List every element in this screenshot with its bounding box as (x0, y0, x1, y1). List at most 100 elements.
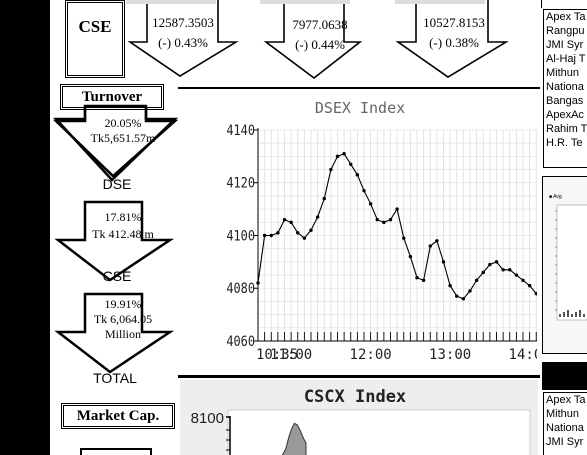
dsex-point (421, 278, 426, 283)
top-list-item: H.R. Te (546, 137, 583, 149)
y-tick-label: 4080 (226, 281, 255, 297)
dsex-point (368, 202, 373, 206)
dsex-point (388, 217, 393, 222)
top-list-item: Apex Ta (546, 11, 586, 23)
cscx-ytick-8100: 8100 (191, 410, 224, 427)
cscx-plot-area (227, 409, 531, 455)
index-change-1: (-) 0.43% (158, 35, 208, 50)
y-tick-label: 4100 (226, 229, 255, 245)
dsex-point (488, 262, 492, 267)
x-tick-label: 11:00 (270, 347, 312, 363)
right-black-bar (542, 362, 587, 390)
turnover-total-extra: Million (104, 327, 141, 341)
top-list-item: JMI Syr (546, 39, 584, 51)
index-value-1: 12587.3503 (152, 15, 214, 30)
cscx-area (281, 422, 307, 455)
x-tick-label: 10:35 (256, 347, 298, 363)
cse-logo-box: CSE (65, 0, 125, 78)
mini-bar (579, 310, 581, 317)
dsex-point (441, 260, 446, 264)
x-tick-label: 14:00 (509, 347, 537, 363)
turnover-total-amount: Tk 6,064.05 (93, 312, 153, 326)
turnover-cse-pct: 17.81% (104, 210, 142, 224)
turnover-dse-amount: Tk5,651.57m (90, 131, 156, 145)
top-tab-1 (126, 0, 216, 4)
dsex-point (494, 260, 499, 264)
bottom-list-item: JMI Syr (546, 436, 584, 448)
index-change-3: (-) 0.38% (429, 35, 479, 50)
dsex-point (302, 236, 307, 240)
dsex-point (335, 154, 340, 159)
turnover-dse-pct: 20.05% (104, 116, 142, 130)
dsex-point (382, 220, 386, 225)
top-list-item: Nationa (546, 81, 584, 93)
dsex-point (269, 233, 273, 238)
index-arrow-2: 7977.0638 (-) 0.44% (283, 15, 357, 55)
mini-chart-panel: ■ Avg (542, 176, 587, 354)
x-tick-label: 14:35 (536, 347, 537, 363)
index-arrow-3: 10527.8153 (-) 0.38% (416, 13, 492, 53)
top-gainers-list: Apex Ta Rangpu JMI Syr Al-Haj T Mithun Nation… (543, 9, 587, 168)
cscx-chart: CSCX Index 8100 (191, 387, 531, 455)
index-value-3: 10527.8153 (423, 15, 485, 30)
top-list-item: Bangas (546, 95, 584, 107)
top-arrows-graphic (127, 0, 509, 80)
dsex-point (296, 231, 300, 235)
top-list-item: Rahim T (546, 123, 587, 135)
dsex-chart: DSEX Index 4140 4120 4100 4080 406010:3511:0… (226, 99, 537, 363)
dsex-point (508, 268, 512, 272)
dsex-point (256, 281, 260, 285)
dsex-point (309, 228, 313, 232)
turnover-cse: 17.81% Tk 412.48 m (86, 209, 160, 243)
mini-plot-area (556, 204, 587, 321)
dsex-point (501, 268, 505, 272)
cse-logo-label: CSE (78, 17, 112, 36)
mini-chart-legend: ■ Avg (549, 194, 562, 200)
market-cap-box (80, 448, 152, 455)
right-list-top-frame (541, 0, 587, 8)
mini-bar (559, 314, 561, 317)
dsex-point (349, 162, 353, 166)
chart-divider (178, 375, 540, 378)
index-arrow-1: 12587.3503 (-) 0.43% (145, 13, 221, 53)
dsex-point (474, 278, 479, 283)
dsex-point (468, 289, 472, 293)
section-divider (178, 87, 540, 89)
y-tick-label: 4140 (226, 123, 255, 139)
dsex-point (375, 217, 379, 222)
x-tick-label: 12:00 (350, 347, 392, 363)
dsex-point (315, 215, 320, 219)
bottom-list: Apex Ta Mithun Nationa JMI Syr (543, 392, 587, 455)
dsex-point (282, 217, 287, 222)
mini-bar (583, 314, 585, 317)
dsex-point (428, 244, 432, 248)
dsex-point (527, 283, 532, 288)
y-tick-label: 4060 (226, 334, 255, 350)
turnover-total: 19.91% Tk 6,064.05 Million (86, 297, 160, 342)
cscx-chart-title: CSCX Index (304, 387, 406, 407)
turnover-total-label: TOTAL (93, 370, 137, 386)
top-list-item: Al-Haj T (546, 53, 586, 65)
mini-bar (563, 312, 565, 317)
turnover-dse-label: DSE (102, 176, 132, 192)
market-cap-title: Market Cap. (61, 403, 175, 429)
turnover-arrows-outline (52, 104, 179, 374)
bottom-list-item: Apex Ta (546, 394, 586, 406)
turnover-dse: 20.05% Tk5,651.57m (88, 116, 158, 146)
top-tab-3 (395, 0, 485, 4)
top-list-item: ApexAc (546, 109, 584, 121)
dsex-point (415, 276, 419, 280)
dsex-chart-title: DSEX Index (315, 99, 405, 117)
index-change-2: (-) 0.44% (295, 37, 345, 52)
dsex-point (448, 283, 452, 288)
dsex-point (276, 231, 280, 235)
bottom-list-item: Nationa (546, 422, 584, 434)
dsex-point (435, 239, 439, 243)
top-list-item: Mithun (546, 67, 580, 79)
y-tick-label: 4120 (226, 176, 255, 192)
dsex-point (521, 278, 525, 283)
mini-chart: ■ Avg (549, 194, 587, 321)
turnover-cse-label: CSE (102, 268, 132, 284)
dsex-point (329, 167, 333, 172)
turnover-total-pct: 19.91% (104, 297, 142, 311)
